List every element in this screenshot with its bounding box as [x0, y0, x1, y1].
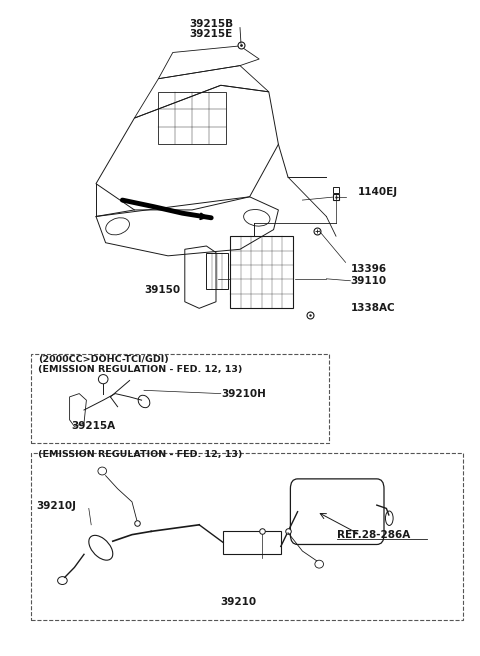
Text: (2000CC>DOHC-TCI/GDI): (2000CC>DOHC-TCI/GDI) [38, 355, 169, 364]
Text: 39215A: 39215A [71, 421, 115, 432]
Text: 1338AC: 1338AC [350, 303, 395, 314]
Bar [206, 253, 228, 289]
Text: REF.28-286A: REF.28-286A [337, 529, 411, 540]
Text: 39210H: 39210H [222, 388, 266, 399]
Bar [158, 92, 226, 144]
Text: (EMISSION REGULATION - FED. 12, 13): (EMISSION REGULATION - FED. 12, 13) [38, 450, 243, 459]
Bar [223, 531, 281, 554]
Text: (EMISSION REGULATION - FED. 12, 13): (EMISSION REGULATION - FED. 12, 13) [38, 365, 243, 374]
Text: 13396: 13396 [350, 264, 386, 274]
Text: 39210: 39210 [221, 597, 257, 607]
Bar [230, 236, 293, 308]
Text: 39215B: 39215B [190, 19, 234, 30]
Text: 39110: 39110 [350, 276, 386, 286]
Text: 39150: 39150 [144, 285, 180, 295]
Text: 1140EJ: 1140EJ [358, 186, 398, 197]
Text: 39215E: 39215E [190, 29, 233, 39]
Text: 39210J: 39210J [36, 501, 76, 512]
